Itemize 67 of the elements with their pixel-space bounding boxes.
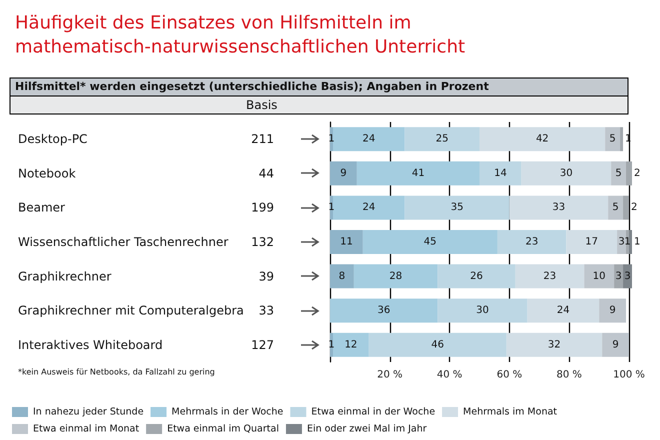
data-label: 11 (340, 236, 353, 248)
data-label: 1 (624, 236, 631, 248)
legend-label: Etwa einmal im Quartal (167, 424, 279, 434)
data-label: 26 (470, 270, 483, 282)
legend-label: Ein oder zwei Mal im Jahr (306, 424, 427, 434)
data-label: 41 (412, 168, 425, 179)
chart-subtitle: Hilfsmittel* werden eingesetzt (unterschiedliche Basis); Angaben in Prozent (15, 80, 489, 93)
data-label: 42 (536, 134, 549, 145)
x-tick-label: 100 % (613, 370, 645, 380)
y-tick-label: Beamer (18, 200, 66, 215)
data-label: 24 (362, 134, 376, 145)
data-label: 5 (609, 134, 616, 145)
data-label: 24 (362, 202, 376, 214)
data-label: 3 (618, 236, 625, 248)
data-label: 32 (548, 339, 561, 350)
data-label: 9 (609, 305, 616, 316)
y-tick-label: Interaktives Whiteboard (18, 338, 163, 352)
y-tick-label: Desktop-PC (18, 132, 88, 146)
legend-label: In nahezu jeder Stunde (33, 406, 144, 418)
y2-tick-label: 33 (258, 304, 274, 318)
y-tick-label: Wissenschaftlicher Taschenrechner (18, 235, 228, 249)
y2-axis-title: Basis (246, 98, 278, 112)
data-label: 46 (431, 339, 444, 350)
y-tick-label: Graphikrechner mit Computeralgebra (18, 304, 244, 318)
y2-tick-label: 132 (251, 235, 274, 249)
data-label: 23 (525, 236, 538, 248)
data-label: 33 (552, 202, 566, 214)
x-tick-label: 80 % (556, 370, 582, 380)
text: *kein Ausweis für Netbooks, da Fallzahl zu gering (18, 368, 215, 376)
y2-tick-label: 211 (251, 132, 274, 146)
data-label: 2 (631, 202, 638, 214)
data-label: 8 (338, 270, 346, 282)
data-label: 36 (377, 305, 390, 316)
x-tick-label: 20 % (377, 370, 403, 380)
y-tick-label: Graphikrechner (18, 269, 112, 284)
data-label: 28 (389, 270, 402, 282)
data-label: 10 (592, 270, 606, 282)
legend-label: Mehrmals in der Woche (172, 406, 284, 418)
data-label: 3 (624, 270, 631, 282)
y2-tick-label: 199 (251, 200, 274, 215)
chart-title: Häufigkeit des Einsatzes von Hilfsmitteln im mathematisch-naturwissenschaftlichen Unterricht (15, 12, 466, 58)
legend-label: Etwa einmal in der Woche (311, 406, 436, 418)
data-label: 5 (615, 168, 622, 179)
x-tick-label: 60 % (496, 370, 522, 380)
y-tick-label: Notebook (18, 166, 76, 180)
data-label: 30 (560, 168, 573, 179)
data-label: 9 (612, 339, 619, 350)
data-label: 24 (556, 305, 570, 316)
data-label: 30 (476, 305, 489, 316)
data-label: 23 (543, 270, 556, 282)
data-label: 25 (436, 134, 448, 145)
data-label: 45 (424, 236, 437, 248)
data-label: 1 (634, 236, 640, 248)
data-label: 35 (450, 202, 464, 214)
y2-tick-label: 127 (251, 338, 274, 352)
y2-tick-label: 39 (258, 269, 274, 284)
x-tick-label: 40 % (436, 370, 462, 380)
data-label: 17 (585, 236, 598, 248)
legend-label: Etwa einmal im Monat (33, 424, 140, 434)
data-label: 2 (634, 168, 640, 179)
data-label: 12 (344, 339, 358, 350)
data-label: 5 (612, 202, 619, 214)
legend-label: Mehrmals im Monat (463, 406, 558, 418)
y2-tick-label: 44 (258, 166, 274, 180)
data-label: 3 (615, 270, 622, 282)
data-label: 14 (494, 168, 507, 179)
data-label: 9 (340, 168, 347, 179)
